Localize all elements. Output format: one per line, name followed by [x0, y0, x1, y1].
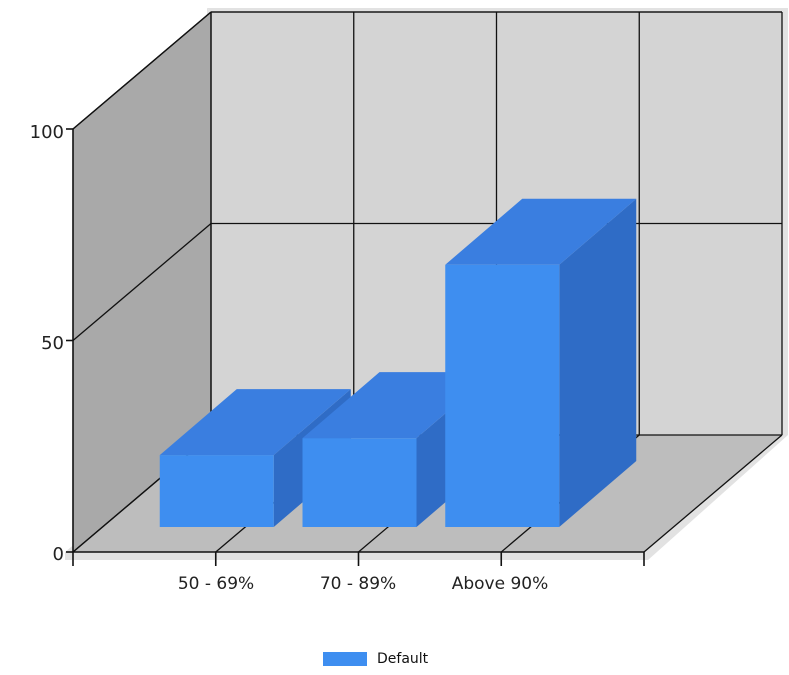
x-category-label: 70 - 89% [320, 574, 396, 594]
bar [445, 198, 637, 528]
y-tick-label: 0 [53, 544, 64, 565]
side-gridline [72, 223, 212, 341]
bar-front [445, 264, 560, 527]
bar-top [159, 389, 351, 456]
legend-swatch [323, 652, 367, 666]
bar-front [302, 438, 417, 527]
legend-label: Default [377, 651, 429, 667]
y-tick-label: 50 [41, 333, 64, 354]
legend: Default [323, 648, 428, 670]
bar-top [445, 198, 637, 265]
y-tick-label: 100 [30, 122, 64, 143]
x-category-label: Above 90% [452, 574, 549, 594]
chart-bars [159, 198, 637, 528]
x-category-label: 50 - 69% [178, 574, 254, 594]
floor-gridline [643, 434, 783, 553]
chart-axes [66, 128, 645, 566]
chart: 0 50 100 50 - 69% 70 - 89% Above 90% [30, 8, 788, 594]
side-gridline [72, 11, 212, 130]
bar-side [559, 198, 637, 528]
bar-front [159, 455, 274, 527]
